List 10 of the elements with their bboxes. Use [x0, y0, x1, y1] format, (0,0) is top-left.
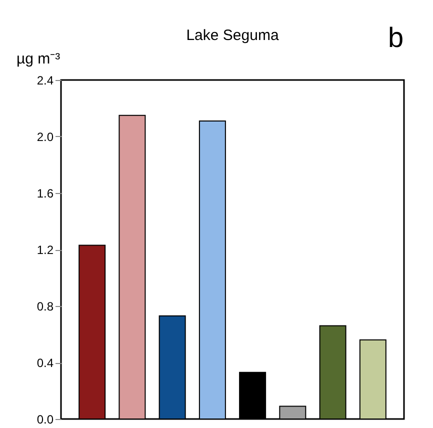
text: b	[388, 22, 404, 54]
y-tick-label: 0.4	[36, 356, 54, 370]
chart-title: Lake Seguma	[186, 27, 280, 44]
y-tick-label: 0.8	[36, 300, 54, 314]
y-tick-label: 1.2	[36, 243, 54, 257]
y-tick-label: 2.4	[36, 74, 54, 88]
y-tick-label: 1.6	[36, 186, 54, 200]
y-tick-label: 0.0	[36, 412, 54, 426]
y-tick-label: 2.0	[36, 130, 54, 144]
y-axis-title: µg m⁻³	[16, 50, 60, 68]
